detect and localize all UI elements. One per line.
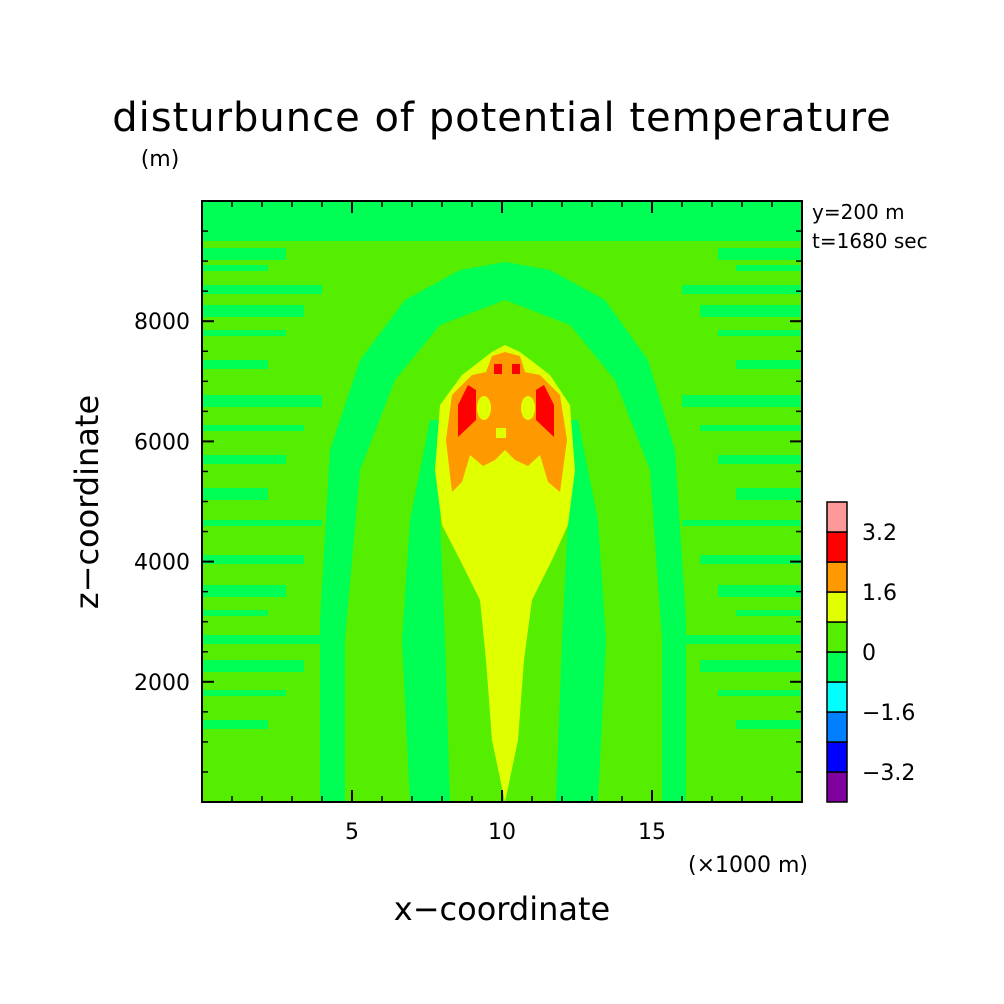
wave-band-right — [682, 635, 802, 644]
colorbar-swatch — [826, 651, 848, 683]
y-tick-label: 2000 — [134, 671, 190, 696]
wave-band-left — [202, 720, 268, 729]
wave-band-left — [202, 585, 286, 597]
wave-band-left — [202, 635, 322, 644]
wave-band-right — [718, 690, 802, 696]
wave-band-right — [682, 285, 802, 294]
wave-band-left — [202, 610, 268, 616]
colorbar-tick-label: 0 — [862, 641, 876, 666]
colorbar-swatch — [826, 681, 848, 713]
x-unit-label: (×1000 m) — [688, 853, 808, 878]
colorbar-swatch — [826, 531, 848, 563]
colorbar-swatch — [826, 741, 848, 773]
wave-band-left — [202, 330, 286, 336]
y-tick-label: 8000 — [134, 310, 190, 335]
y-tick-label: 6000 — [134, 430, 190, 455]
wave-band-left — [202, 285, 322, 294]
wave-band-left — [202, 488, 268, 500]
wave-band-right — [718, 330, 802, 336]
wave-band-right — [700, 660, 802, 672]
plume-moderate-positive — [446, 352, 567, 492]
wave-band-left — [202, 455, 286, 464]
plume-pocket-left — [477, 396, 491, 420]
chart-title: disturbunce of potential temperature — [112, 95, 892, 141]
colorbar: 3.2 1.6 0 −1.6 −3.2 — [826, 501, 915, 803]
wave-band-left — [202, 265, 268, 271]
colorbar-tick-label: −1.6 — [862, 701, 915, 726]
colorbar-swatch — [826, 561, 848, 593]
wave-band-right — [718, 455, 802, 464]
colorbar-tick-label: −3.2 — [862, 761, 915, 786]
x-tick-label: 15 — [638, 820, 666, 845]
wave-band-left — [202, 305, 304, 317]
colorbar-swatch — [826, 621, 848, 653]
wave-band-left — [202, 660, 304, 672]
plume-strong-top-right — [512, 364, 520, 374]
wave-band-left — [202, 248, 286, 260]
wave-band-left — [202, 425, 304, 431]
colorbar-tick-label: 3.2 — [862, 521, 897, 546]
colorbar-swatch — [826, 591, 848, 623]
colorbar-swatch — [826, 501, 848, 533]
wave-band-right — [718, 248, 802, 260]
colorbar-swatch — [826, 711, 848, 743]
x-axis-label: x−coordinate — [394, 890, 610, 928]
wave-band-right — [736, 720, 802, 729]
axis-ticks: 5 10 15 2000 4000 6000 8000 — [134, 201, 802, 845]
colorbar-swatch — [826, 771, 848, 803]
wave-band-right — [682, 520, 802, 526]
plume-strong-left — [458, 385, 476, 437]
x-tick-label: 5 — [345, 820, 359, 845]
wave-band-right — [700, 425, 802, 431]
wave-band-right — [736, 610, 802, 616]
x-tick-label: 10 — [488, 820, 516, 845]
plume-pocket-center — [496, 428, 506, 438]
annotation-t: t=1680 sec — [812, 229, 928, 253]
annotation-y: y=200 m — [812, 200, 905, 224]
wave-band-right — [736, 265, 802, 271]
plume-weak-positive — [435, 345, 575, 802]
contour-negative-inner-left — [402, 420, 450, 802]
plume-strong-right — [536, 385, 554, 437]
wave-band-left — [202, 395, 322, 407]
y-unit-label: (m) — [141, 147, 180, 172]
plume-strong-top-left — [494, 364, 502, 374]
wave-band-left — [202, 690, 286, 696]
wave-band-right — [700, 555, 802, 564]
wave-band-left — [202, 555, 304, 564]
wave-band-right — [700, 305, 802, 317]
contour-field — [202, 201, 802, 802]
wave-band-right — [736, 488, 802, 500]
y-axis-label: z−coordinate — [68, 395, 106, 609]
wave-band-right — [682, 395, 802, 407]
wave-band-left — [202, 520, 322, 526]
colorbar-tick-label: 1.6 — [862, 581, 897, 606]
plume-pocket-right — [521, 396, 535, 420]
wave-band-right — [736, 360, 802, 369]
wave-band-right — [718, 585, 802, 597]
y-tick-label: 4000 — [134, 551, 190, 576]
wave-band-left — [202, 360, 268, 369]
